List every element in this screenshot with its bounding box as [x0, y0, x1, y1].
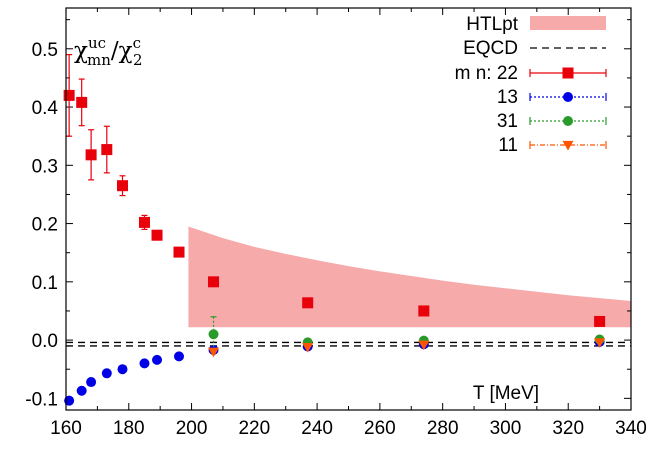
x-tick-label: 260: [364, 418, 396, 439]
data-point-22: [85, 149, 97, 161]
data-point-13: [117, 364, 128, 375]
y-axis-title-sup1: uc: [88, 34, 106, 52]
legend-label-htlpt: HTLpt: [466, 14, 518, 35]
legend-marker-13: [563, 92, 573, 102]
legend: HTLpt EQCD m n: 22 13 31 11: [455, 14, 607, 156]
y-axis-title-slash: /: [111, 38, 119, 64]
data-point-22: [151, 229, 163, 241]
y-axis-title-base2: χ: [119, 38, 133, 64]
y-tick-label: 0.1: [32, 273, 58, 294]
legend-swatch-htlpt: [530, 16, 606, 30]
x-tick-label: 180: [113, 418, 145, 439]
data-point-22: [101, 144, 113, 156]
data-point-13: [152, 354, 163, 365]
data-point-22: [594, 315, 606, 327]
x-tick-label: 340: [615, 418, 647, 439]
data-point-22: [302, 297, 314, 309]
y-tick-label: 0.4: [32, 98, 59, 119]
x-tick-label: 200: [176, 418, 208, 439]
y-tick-label: -0.1: [25, 389, 58, 410]
y-tick-label: 0.2: [32, 215, 58, 236]
htl-band: [188, 226, 631, 328]
legend-marker-22: [562, 67, 574, 79]
plot-frame: [65, 7, 632, 411]
data-point-13: [101, 368, 112, 379]
legend-label-13: 13: [497, 87, 518, 108]
data-point-13: [174, 351, 184, 362]
data-point-22: [138, 216, 150, 228]
legend-label-eqcd: EQCD: [463, 38, 518, 59]
x-tick-label: 280: [427, 418, 459, 439]
data-point-11: [302, 342, 314, 353]
y-tick-label: 0.5: [32, 40, 58, 61]
data-point-13: [64, 395, 75, 406]
legend-marker-31: [563, 116, 573, 126]
series-11: [208, 338, 606, 358]
data-point-11: [418, 340, 430, 351]
data-point-22: [173, 246, 185, 258]
x-tick-label: 300: [490, 418, 522, 439]
data-point-22: [63, 89, 75, 101]
legend-marker-11: [562, 140, 574, 151]
y-axis-title: χuc mn/χc 2: [74, 34, 143, 69]
x-tick-label: 240: [301, 418, 333, 439]
x-axis-title: T [MeV]: [473, 383, 539, 404]
legend-label-11: 11: [498, 135, 518, 156]
y-axis-title-sub2: 2: [133, 51, 143, 69]
y-tick-label: 0.0: [32, 331, 58, 352]
series-22: [63, 54, 606, 327]
data-point-13: [86, 377, 97, 388]
series-layer: [63, 54, 606, 406]
data-point-13: [76, 385, 87, 396]
legend-label-31: 31: [497, 111, 518, 132]
y-axis-title-sup2: c: [133, 34, 141, 52]
data-point-22: [76, 96, 88, 108]
y-axis-title-sub1: mn: [87, 51, 111, 69]
data-point-11: [594, 338, 606, 348]
data-point-22: [117, 180, 128, 192]
y-tick-label: 0.3: [32, 156, 58, 177]
data-point-22: [418, 305, 430, 317]
legend-label-22: m n: 22: [455, 63, 518, 84]
htl-band-layer: [188, 226, 631, 328]
label-layer: 160 180 200 220 240 260 280 300 320 340 -0.1 0.0 0.1…: [25, 40, 647, 439]
data-point-22: [208, 276, 220, 288]
data-point-11: [208, 347, 220, 358]
eqcd-layer: [66, 341, 631, 347]
y-axis-title-base1: χ: [74, 38, 88, 64]
x-tick-label: 220: [238, 418, 270, 439]
x-tick-label: 320: [552, 418, 584, 439]
data-point-13: [139, 358, 150, 369]
x-tick-label: 160: [50, 418, 82, 439]
data-point-31: [208, 329, 219, 340]
